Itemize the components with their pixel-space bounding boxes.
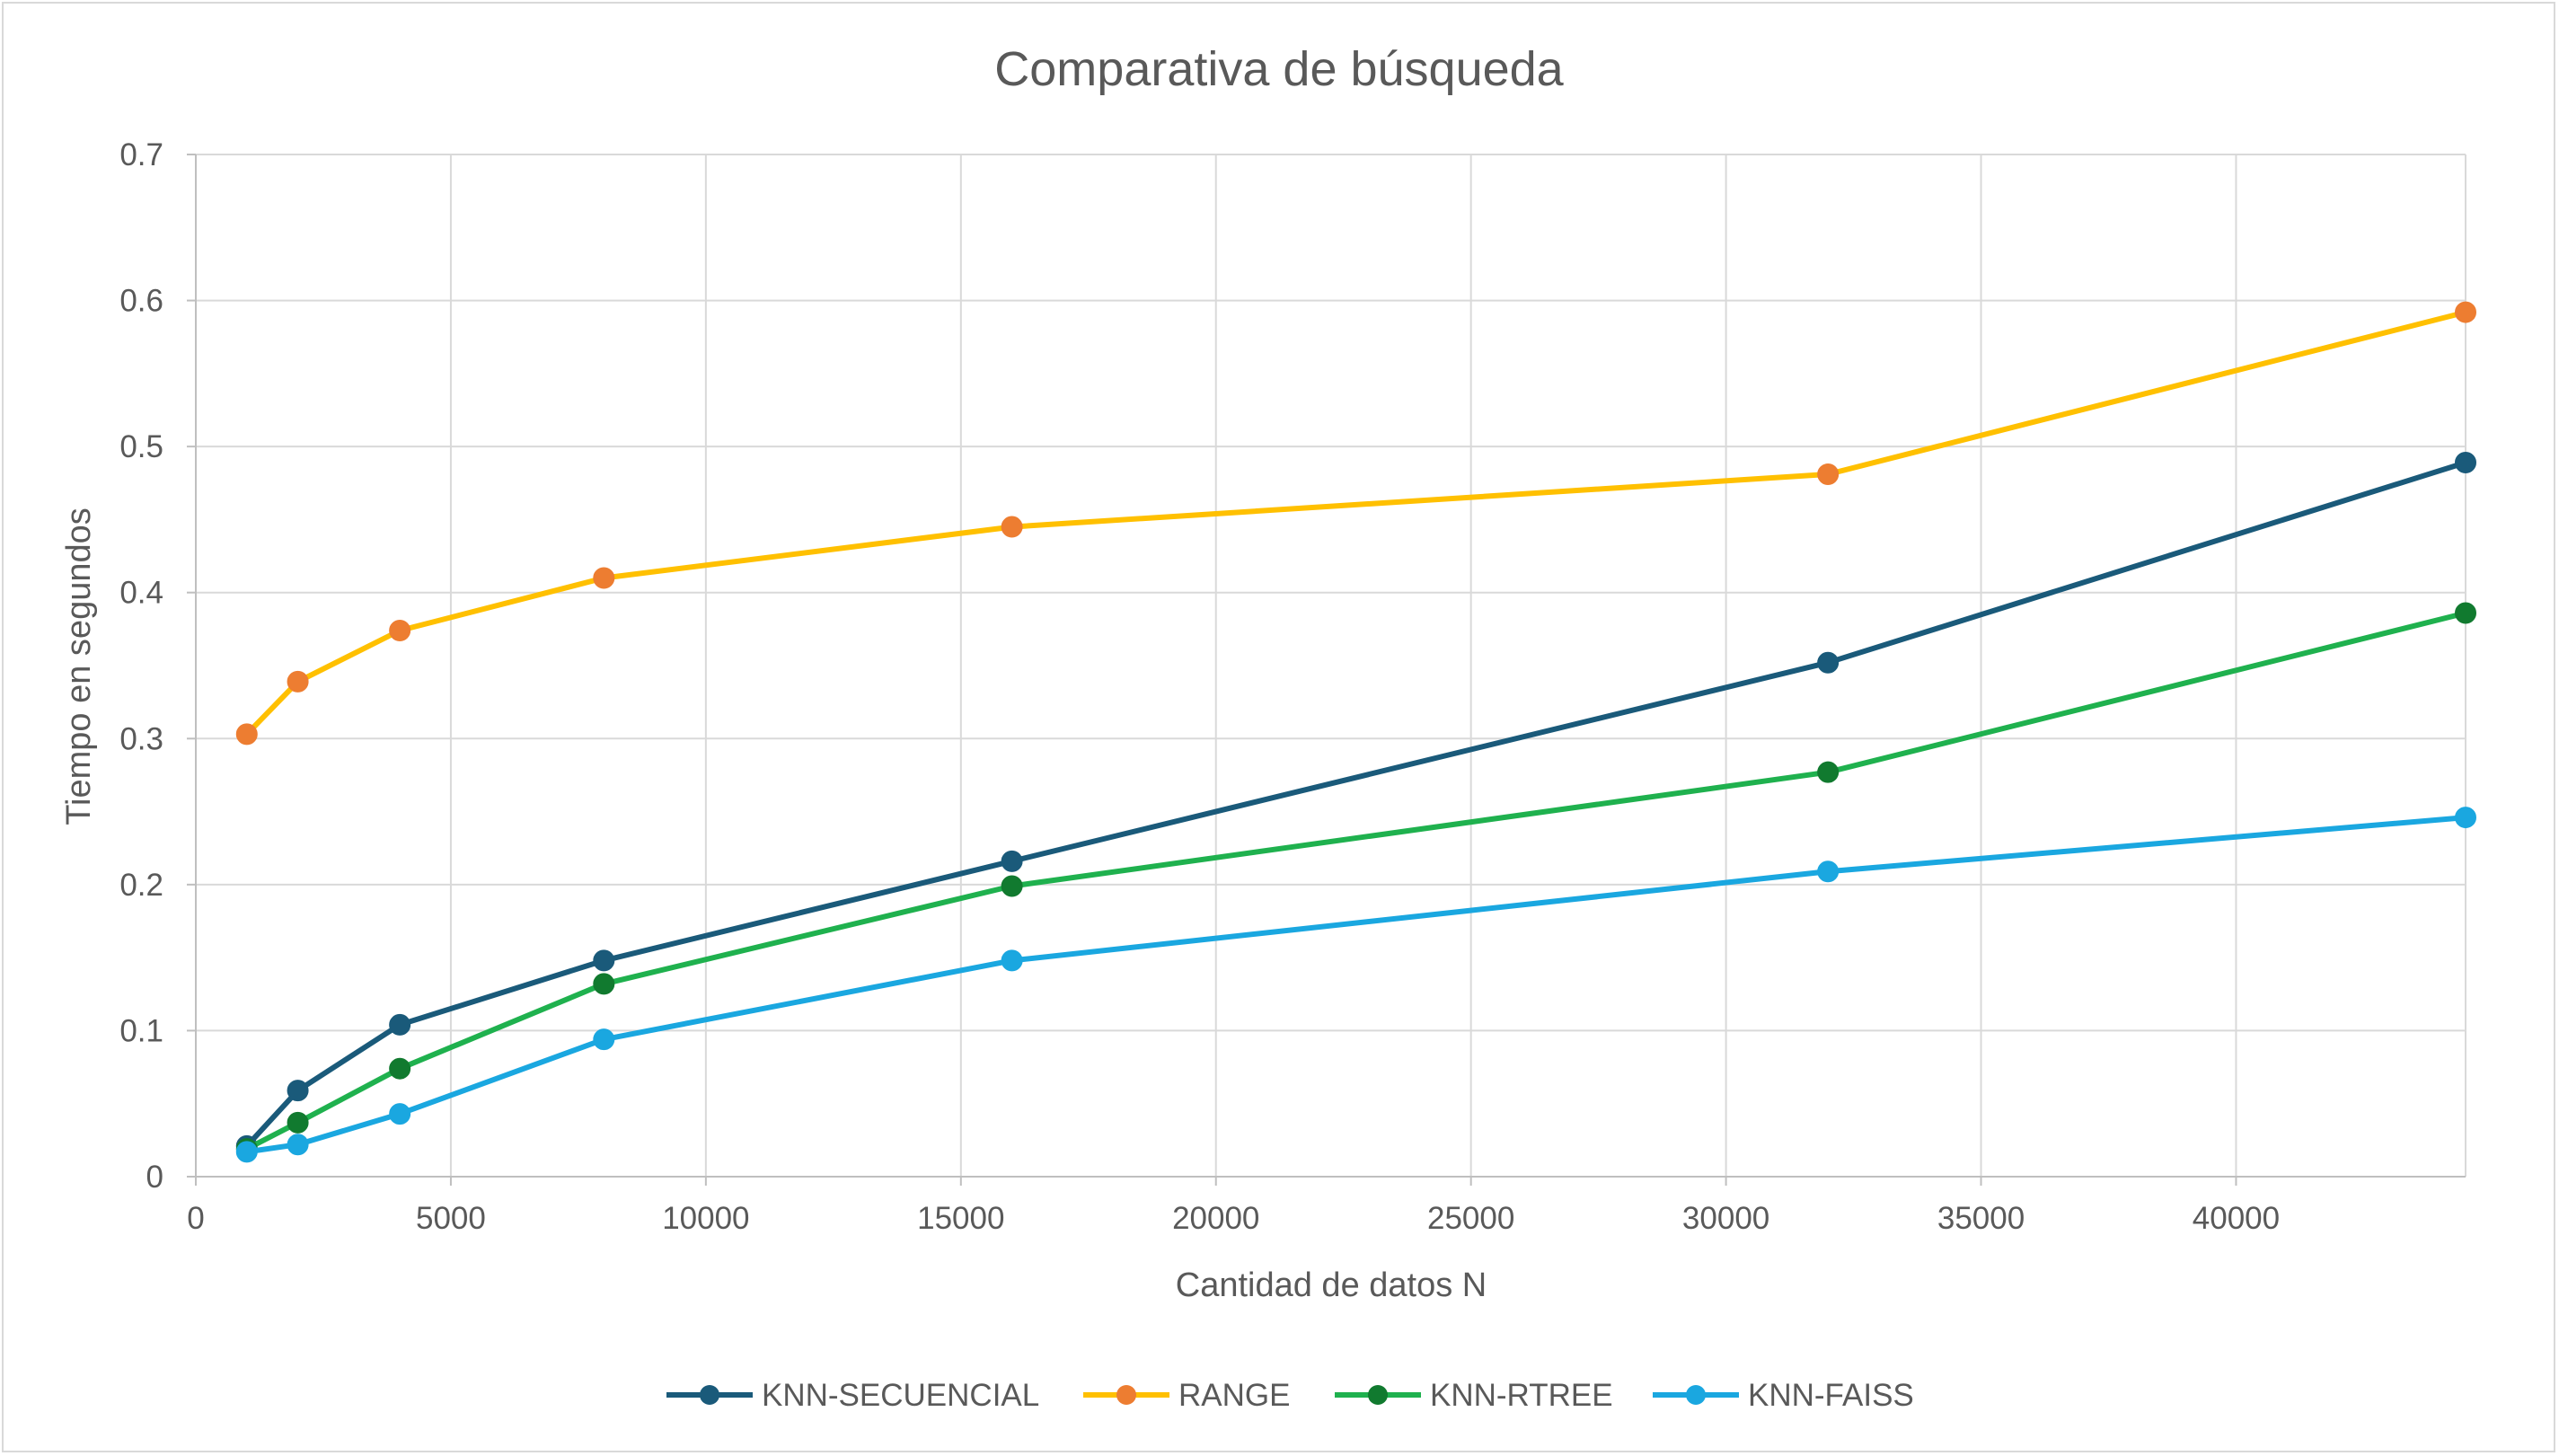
x-tick-label: 30000 (1682, 1201, 1769, 1236)
legend-label: KNN-FAISS (1748, 1378, 1914, 1413)
legend-label: KNN-SECUENCIAL (762, 1378, 1039, 1413)
legend-marker (700, 1385, 719, 1405)
data-point (593, 1028, 615, 1051)
data-point (593, 949, 615, 972)
legend-label: RANGE (1178, 1378, 1290, 1413)
data-point (287, 670, 309, 693)
data-point (1001, 875, 1023, 897)
x-tick-label: 15000 (917, 1201, 1004, 1236)
x-tick-labels: 0 5000 10000 15000 20000 25000 30000 35000 40000 (187, 1201, 2280, 1236)
y-tick-label: 0.6 (119, 284, 163, 319)
series-line (243, 460, 2468, 1149)
y-tick-label: 0.5 (119, 429, 163, 464)
data-point (287, 1080, 309, 1102)
data-point (593, 567, 615, 589)
y-tick-label: 0.4 (119, 576, 163, 611)
data-point (1817, 860, 1840, 883)
data-point (1001, 516, 1023, 538)
y-tick-label: 0.2 (119, 868, 163, 903)
legend: KNN-SECUENCIAL RANGE KNN-RTREE KNN-FAISS (666, 1378, 1914, 1413)
x-tick-label: 40000 (2193, 1201, 2280, 1236)
data-point (2455, 301, 2476, 323)
y-tick-label: 0.3 (119, 721, 163, 756)
gridlines (196, 154, 2466, 1177)
series-knn-rtree (235, 602, 2476, 1160)
legend-marker (1116, 1385, 1136, 1405)
axes (187, 154, 2466, 1186)
data-point (1817, 651, 1840, 674)
x-tick-label: 10000 (662, 1201, 749, 1236)
data-point (2455, 602, 2476, 624)
data-point (389, 1013, 411, 1036)
data-point (2455, 807, 2476, 829)
y-tick-label: 0.1 (119, 1013, 163, 1048)
data-point (389, 1103, 411, 1125)
series-line (243, 309, 2468, 737)
data-point (1817, 761, 1840, 783)
series-group (235, 301, 2476, 1163)
data-point (2455, 452, 2476, 474)
chart-title: Comparativa de búsqueda (994, 42, 1564, 96)
y-tick-label: 0.7 (119, 137, 163, 172)
x-tick-label: 35000 (1937, 1201, 2025, 1236)
legend-label: KNN-RTREE (1430, 1378, 1613, 1413)
data-point (593, 973, 615, 995)
data-point (389, 1057, 411, 1080)
y-tick-labels: 0 0.1 0.2 0.3 0.4 0.5 0.6 0.7 (119, 137, 163, 1195)
data-point (287, 1111, 309, 1134)
legend-marker (1368, 1385, 1388, 1405)
x-tick-label: 25000 (1427, 1201, 1514, 1236)
x-tick-label: 0 (187, 1201, 204, 1236)
y-axis-title: Tiempo en segundos (60, 507, 98, 825)
data-point (235, 1141, 258, 1163)
data-point (389, 619, 411, 641)
data-point (1817, 463, 1840, 486)
series-line (243, 815, 2468, 1155)
data-point (287, 1134, 309, 1156)
series-knn-faiss (235, 807, 2476, 1163)
legend-marker (1686, 1385, 1706, 1405)
y-tick-label: 0 (146, 1160, 163, 1195)
legend-item: RANGE (1083, 1378, 1290, 1413)
data-point (235, 723, 258, 746)
legend-item: KNN-FAISS (1653, 1378, 1914, 1413)
data-point (1001, 850, 1023, 872)
series-range (235, 301, 2476, 746)
legend-item: KNN-SECUENCIAL (666, 1378, 1039, 1413)
x-tick-label: 5000 (416, 1201, 486, 1236)
legend-item: KNN-RTREE (1335, 1378, 1613, 1413)
data-point (1001, 949, 1023, 972)
x-axis-title: Cantidad de datos N (1176, 1266, 1487, 1304)
series-line (243, 610, 2468, 1152)
x-tick-label: 20000 (1172, 1201, 1259, 1236)
